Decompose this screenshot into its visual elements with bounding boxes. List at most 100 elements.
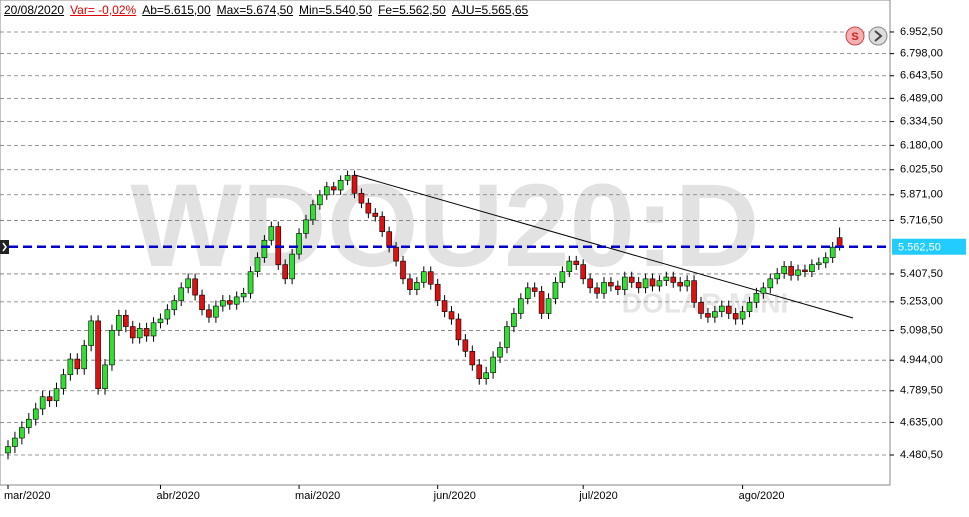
y-tick-label: 6.798,00 bbox=[900, 48, 943, 60]
candle-body bbox=[420, 271, 427, 283]
candle-body bbox=[656, 280, 663, 287]
candle-body bbox=[109, 330, 115, 366]
variation: Var= -0,02% bbox=[70, 3, 137, 17]
candle-body bbox=[476, 364, 483, 379]
candle-body bbox=[372, 212, 379, 217]
y-tick-label: 4.480,50 bbox=[900, 449, 943, 461]
candle-body bbox=[504, 326, 510, 348]
y-tick-label: 5.098,50 bbox=[900, 324, 943, 336]
candle-body bbox=[705, 313, 711, 318]
candle-body bbox=[12, 437, 18, 447]
icon-next[interactable] bbox=[868, 26, 888, 46]
candle-body bbox=[81, 345, 88, 370]
candle-body bbox=[434, 283, 441, 301]
candle-body bbox=[32, 408, 39, 420]
candle-body bbox=[580, 264, 586, 280]
icon-s[interactable] bbox=[845, 26, 865, 46]
candle-body bbox=[427, 271, 434, 285]
candle-body bbox=[663, 276, 670, 281]
candle-body bbox=[39, 396, 46, 410]
candle-body bbox=[192, 278, 198, 296]
candle-body bbox=[136, 328, 143, 339]
candle-body bbox=[822, 257, 829, 264]
y-tick-label: 4.944,00 bbox=[900, 354, 943, 366]
candle-body bbox=[795, 269, 801, 276]
x-tick-label: jul/2020 bbox=[578, 490, 618, 502]
candle-body bbox=[455, 318, 462, 341]
candle-body bbox=[462, 339, 469, 352]
candle-body bbox=[233, 296, 240, 305]
candle-body bbox=[296, 233, 302, 255]
candle-body bbox=[46, 396, 53, 402]
candle-body bbox=[25, 418, 32, 428]
candle-body bbox=[226, 300, 233, 305]
y-tick-label: 5.716,50 bbox=[900, 214, 943, 226]
candle-body bbox=[552, 282, 559, 300]
candle-body bbox=[448, 311, 455, 320]
candle-body bbox=[524, 287, 531, 300]
grid bbox=[0, 31, 890, 456]
candle-body bbox=[323, 186, 330, 196]
candle-body bbox=[490, 356, 496, 374]
candle-body bbox=[483, 372, 489, 379]
icon-s-text: S bbox=[851, 31, 858, 43]
candle-body bbox=[88, 320, 94, 346]
candle-body bbox=[206, 309, 212, 318]
x-tick-label: abr/2020 bbox=[156, 490, 199, 502]
y-tick-label: 6.643,50 bbox=[900, 70, 943, 82]
candle-body bbox=[178, 287, 185, 301]
candle-body bbox=[608, 282, 614, 287]
candle-body bbox=[317, 194, 323, 206]
candle-body bbox=[282, 264, 289, 280]
y-tick-label: 5.407,50 bbox=[900, 268, 943, 280]
candle-body bbox=[351, 175, 358, 194]
candle-body bbox=[441, 300, 448, 312]
candle-body bbox=[746, 302, 753, 312]
candle-body bbox=[400, 260, 406, 280]
candle-body bbox=[247, 271, 254, 294]
y-tick-label: 4.635,00 bbox=[900, 416, 943, 428]
date: 20/08/2020 bbox=[4, 3, 65, 17]
candle-body bbox=[469, 350, 476, 366]
candle-body bbox=[698, 302, 704, 314]
candle-body bbox=[615, 285, 621, 290]
candle-body bbox=[497, 347, 503, 358]
candle-body bbox=[116, 315, 122, 331]
candle-body bbox=[753, 292, 760, 303]
last-price-label: 5.562,50 bbox=[898, 242, 941, 254]
left-marker bbox=[0, 240, 9, 254]
candle-body bbox=[74, 358, 81, 370]
candle-body bbox=[566, 260, 573, 273]
x-tick-label: jun/2020 bbox=[433, 490, 476, 502]
candle-body bbox=[95, 320, 101, 389]
candle-body bbox=[725, 305, 732, 314]
candle-body bbox=[67, 358, 74, 376]
y-tick-label: 5.871,00 bbox=[900, 189, 943, 201]
plot-frame bbox=[0, 0, 891, 486]
candle-body bbox=[171, 300, 178, 311]
x-tick-label: ago/2020 bbox=[739, 490, 785, 502]
candle-body bbox=[143, 328, 150, 337]
candle-body bbox=[386, 231, 392, 248]
y-tick-label: 6.489,00 bbox=[900, 92, 943, 104]
candle-body bbox=[310, 204, 316, 221]
adjust-info: AJU=5.565,65 bbox=[451, 3, 529, 17]
candle-body bbox=[774, 273, 781, 280]
candle-body bbox=[635, 282, 642, 289]
candle-body bbox=[60, 374, 67, 389]
candle-body bbox=[545, 298, 552, 314]
candle-body bbox=[185, 278, 191, 289]
left-marker-arrow bbox=[2, 242, 7, 252]
candle-body bbox=[816, 262, 822, 265]
candle-body bbox=[344, 175, 351, 181]
close-info: Fe=5.562,50 bbox=[378, 3, 446, 17]
candle-body bbox=[268, 226, 275, 241]
candle-body bbox=[414, 282, 420, 290]
candle-body bbox=[102, 364, 108, 389]
candle-body bbox=[767, 278, 774, 289]
candle-body bbox=[559, 271, 566, 283]
candle-body bbox=[199, 294, 205, 311]
candle-body bbox=[677, 282, 684, 287]
